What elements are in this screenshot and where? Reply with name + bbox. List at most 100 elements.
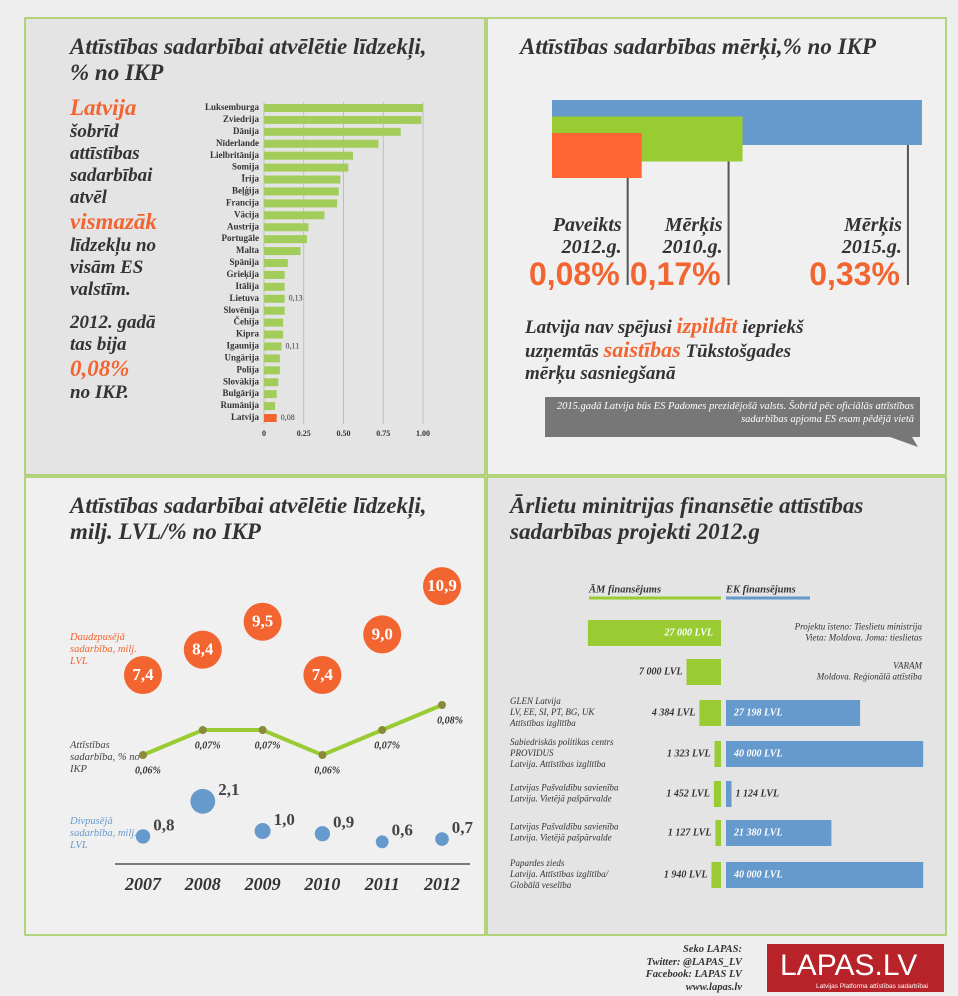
category-label: Luksemburga bbox=[205, 102, 260, 112]
goal-bar bbox=[552, 133, 642, 178]
category-label: Ungārija bbox=[225, 352, 260, 362]
category-label: Īrija bbox=[242, 174, 260, 184]
x-tick-label: 2012 bbox=[423, 874, 460, 894]
x-tick-label: 2008 bbox=[184, 874, 221, 894]
logo: LAPAS.LV bbox=[780, 949, 918, 982]
statement-text: saistības bbox=[603, 337, 681, 362]
dot bbox=[375, 835, 389, 849]
bar bbox=[264, 104, 423, 112]
category-label: Itālija bbox=[236, 281, 260, 291]
value-label: 4 384 LVL bbox=[651, 707, 696, 718]
category-label: Čehija bbox=[234, 317, 260, 327]
result: 2012. gadā tas bija 0,08% no IKP. bbox=[70, 312, 178, 404]
result-text: 2012. gadā tas bija bbox=[70, 312, 156, 355]
category-label: Slovēnija bbox=[223, 305, 259, 315]
value-label: 21 380 LVL bbox=[733, 827, 783, 838]
category-label: Polija bbox=[237, 364, 260, 374]
x-tick-label: 0.25 bbox=[297, 429, 311, 438]
bar bbox=[264, 247, 301, 256]
bar bbox=[587, 620, 721, 646]
value-label: 0,07% bbox=[374, 740, 400, 751]
line-point bbox=[139, 751, 147, 759]
category-label: Moldova. Reģionālā attīstība bbox=[816, 672, 923, 682]
logo-tagline: Latvijas Platforma attīstības sadarbībai bbox=[816, 983, 929, 990]
bar bbox=[264, 414, 277, 422]
category-label: Kipra bbox=[236, 329, 260, 339]
logo-box bbox=[767, 944, 944, 992]
category-label: Latvijas Pašvaldību savienība bbox=[509, 783, 619, 793]
x-tick-label: 0.50 bbox=[337, 429, 351, 438]
category-label: Latvija. Attīstības izglītība bbox=[509, 759, 606, 769]
x-tick-label: 0.75 bbox=[376, 429, 390, 438]
dot bbox=[254, 823, 271, 839]
category-label: Rumānija bbox=[220, 400, 259, 410]
goal-label: Mērķis 2010.g. bbox=[662, 214, 723, 258]
result-text: 0,08% bbox=[70, 356, 130, 381]
value-label: 1 452 LVL bbox=[666, 788, 710, 799]
dot bbox=[314, 826, 330, 842]
statement-line: uzņemtās saistības Tūkstošgades bbox=[525, 339, 935, 363]
value-label: 27 198 LVL bbox=[733, 707, 783, 718]
line-point bbox=[198, 726, 207, 734]
bubble bbox=[303, 656, 342, 695]
bar bbox=[715, 820, 721, 846]
result-text: no IKP. bbox=[70, 382, 129, 403]
value-label: 8,4 bbox=[192, 640, 214, 659]
bar bbox=[686, 659, 721, 685]
category-label: Latvija. Vietējā pašpārvalde bbox=[509, 794, 612, 804]
footer: Seko LAPAS: Twitter: @LAPAS_LV Facebook:… bbox=[560, 944, 742, 994]
footer-text: Seko LAPAS: bbox=[682, 944, 742, 955]
bar bbox=[264, 175, 341, 184]
category-label: Slovākija bbox=[223, 376, 260, 386]
line-point bbox=[318, 751, 327, 759]
lead-text: šobrīd attīstības sadarbībai atvēl bbox=[70, 121, 153, 208]
category-label: Vieta: Moldova. Joma: tieslietas bbox=[805, 633, 922, 643]
category-label: Latvija. Vietējā pašpārvalde bbox=[509, 833, 612, 843]
category-label: Lielbritānija bbox=[210, 150, 259, 160]
value-label: 0,6 bbox=[392, 821, 413, 840]
lead-text: līdzekļu no visām ES valstīm. bbox=[70, 235, 157, 300]
note-box bbox=[545, 397, 920, 447]
category-label: Austrija bbox=[227, 221, 259, 231]
bar bbox=[264, 318, 284, 327]
goal-label: Mērķis 2015.g. bbox=[841, 214, 902, 258]
bubble bbox=[243, 602, 282, 641]
legend-label: Daudzpusējā sadarbība, milj. LVL bbox=[70, 632, 137, 667]
category-label: Grieķija bbox=[227, 269, 260, 280]
value-label: 0,06% bbox=[314, 765, 340, 776]
x-tick-label: 0 bbox=[262, 429, 266, 438]
category-label: Projektu īsteno: Tieslietu ministrija bbox=[794, 622, 923, 632]
x-tick-label: 2007 bbox=[124, 874, 162, 894]
bar bbox=[264, 199, 338, 208]
value-label: 2,1 bbox=[218, 780, 239, 799]
bar bbox=[264, 306, 285, 315]
value-label: 7,4 bbox=[312, 665, 334, 684]
bar bbox=[264, 282, 285, 291]
bar bbox=[264, 366, 280, 375]
panel bbox=[24, 17, 486, 476]
bar bbox=[264, 223, 309, 232]
category-label: Zviedrija bbox=[223, 114, 259, 124]
category-label: Nīderlande bbox=[216, 138, 259, 148]
value-label: 1 127 LVL bbox=[668, 827, 712, 838]
bar bbox=[264, 211, 325, 220]
category-label: Dānija bbox=[233, 126, 260, 136]
statement-text: Tūkstošgades bbox=[680, 341, 792, 362]
legend-label: Attīstības sadarbība, % no IKP bbox=[70, 740, 140, 775]
dot bbox=[135, 829, 151, 844]
category-label: Igaunija bbox=[226, 341, 259, 351]
line-point bbox=[258, 726, 267, 734]
category-label: Bulgārija bbox=[222, 388, 259, 398]
x-tick-label: 2010 bbox=[303, 874, 340, 894]
dot bbox=[435, 832, 449, 846]
value-label: 27 000 LVL bbox=[663, 627, 713, 638]
category-label: Globālā veselība bbox=[510, 880, 572, 890]
category-label: Attīstības izglītība bbox=[509, 718, 576, 728]
category-label: Portugāle bbox=[222, 233, 260, 243]
value-label: 0,08% bbox=[437, 715, 463, 726]
bubble bbox=[363, 615, 402, 654]
value-label: 10,9 bbox=[427, 576, 457, 595]
category-label: Spānija bbox=[229, 257, 259, 267]
title: Attīstības sadarbībai atvēlētie līdzekļi… bbox=[70, 493, 427, 544]
